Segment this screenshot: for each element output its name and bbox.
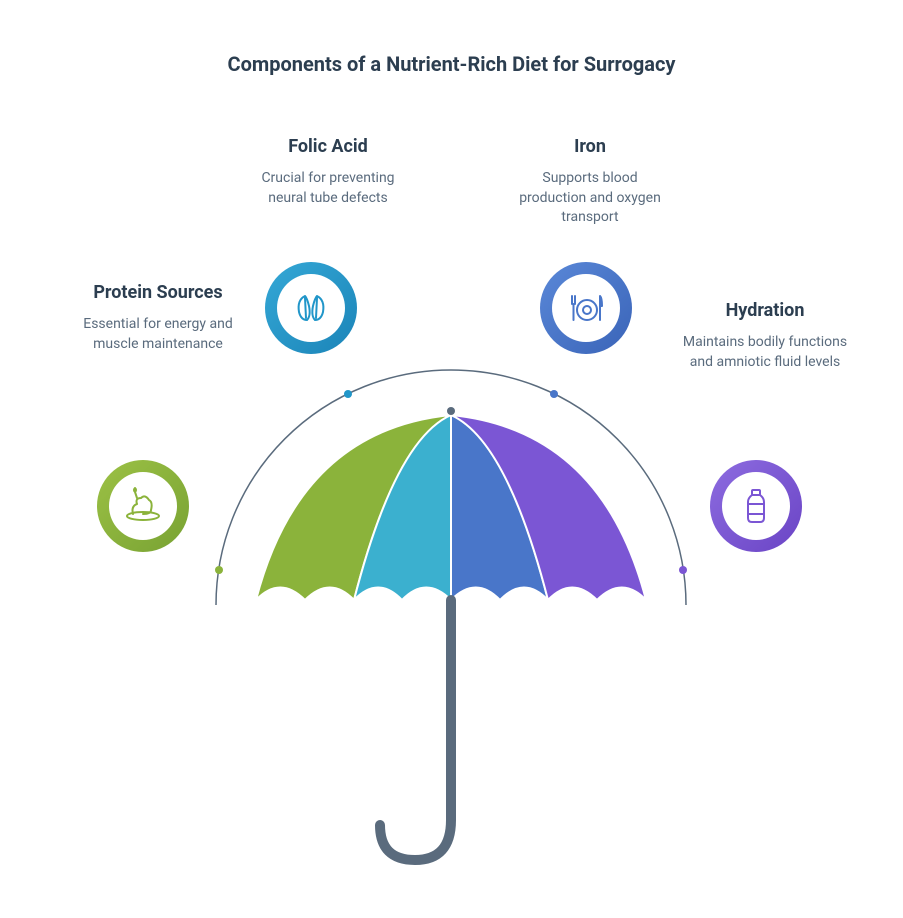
bottle-icon	[734, 484, 778, 528]
leaf-icon	[289, 286, 333, 330]
hydration-desc: Maintains bodily functions and amniotic …	[680, 333, 850, 372]
folic-desc: Crucial for preventing neural tube defec…	[248, 169, 408, 208]
umbrella-diagram	[0, 0, 903, 918]
food-dish-icon	[121, 484, 165, 528]
hydration-title: Hydration	[680, 300, 850, 321]
folic-icon-bubble	[265, 262, 357, 354]
iron-icon-bubble	[540, 262, 632, 354]
hydration-icon-bubble	[710, 460, 802, 552]
iron-desc: Supports blood production and oxygen tra…	[510, 169, 670, 228]
iron-title: Iron	[510, 136, 670, 157]
component-protein: Protein Sources Essential for energy and…	[78, 282, 238, 354]
protein-icon-bubble	[97, 460, 189, 552]
arc-dot-hydration	[679, 566, 687, 574]
umbrella-canopy	[256, 415, 646, 600]
plate-icon	[564, 286, 608, 330]
folic-title: Folic Acid	[248, 136, 408, 157]
arc-dot-protein	[215, 566, 223, 574]
umbrella-handle	[380, 600, 451, 860]
protein-desc: Essential for energy and muscle maintena…	[78, 315, 238, 354]
component-folic: Folic Acid Crucial for preventing neural…	[248, 136, 408, 208]
umbrella-tip	[447, 407, 455, 415]
protein-title: Protein Sources	[78, 282, 238, 303]
component-hydration: Hydration Maintains bodily functions and…	[680, 300, 850, 372]
arc-dot-folic	[344, 390, 352, 398]
component-iron: Iron Supports blood production and oxyge…	[510, 136, 670, 228]
arc-dot-iron	[550, 390, 558, 398]
